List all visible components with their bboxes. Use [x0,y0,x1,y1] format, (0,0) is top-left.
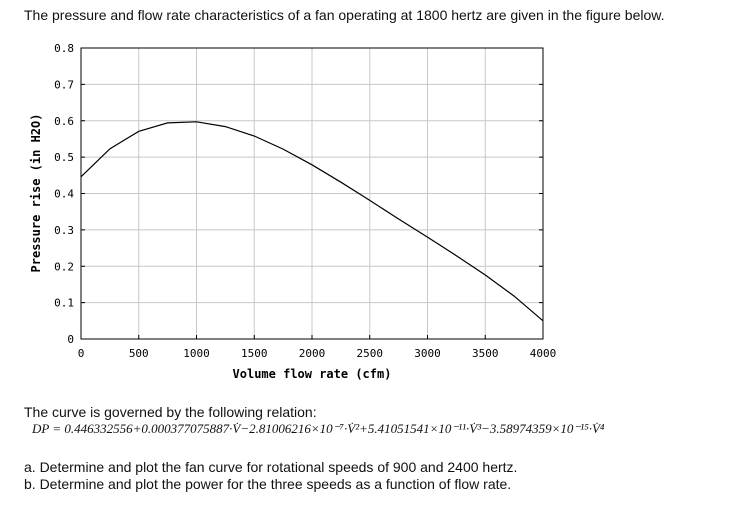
y-tick-label: 0.5 [54,151,74,164]
x-tick-label: 0 [78,347,85,360]
y-tick-label: 0.6 [54,115,74,128]
x-tick-label: 3500 [472,347,499,360]
x-tick-label: 3000 [414,347,441,360]
y-tick-label: 0.8 [54,42,74,55]
task-a: a. Determine and plot the fan curve for … [24,459,518,475]
y-tick-label: 0.1 [54,297,74,310]
fan-curve-line [80,121,544,322]
pressure-equation: DP = 0.446332556+0.000377075887·V̇−2.810… [32,421,605,436]
problem-intro: The pressure and flow rate characteristi… [24,7,665,23]
x-tick-label: 1000 [183,347,210,360]
y-tick-label: 0 [67,333,74,346]
x-tick-label: 500 [129,347,149,360]
task-list: a. Determine and plot the fan curve for … [24,459,517,493]
y-tick-label: 0.4 [54,188,74,201]
curve-caption: The curve is governed by the following r… [24,404,317,420]
grid-layer [80,47,544,340]
task-b: b. Determine and plot the power for the … [24,476,512,492]
fan-curve-chart: 0 500 1000 1500 2000 2500 3000 3500 4000 0 0.1 0.2 0… [29,42,556,381]
x-tick-label: 2000 [299,347,326,360]
x-tick-label: 4000 [530,347,557,360]
y-axis-label: Pressure rise (in H2O) [29,114,43,273]
tick-layer: 0 500 1000 1500 2000 2500 3000 3500 4000 0 0.1 0.2 0… [54,42,556,360]
y-tick-label: 0.3 [54,224,74,237]
x-tick-label: 1500 [241,347,268,360]
x-tick-label: 2500 [357,347,384,360]
y-tick-label: 0.7 [54,78,74,91]
x-axis-label: Volume flow rate (cfm) [233,367,392,381]
y-tick-label: 0.2 [54,260,74,273]
